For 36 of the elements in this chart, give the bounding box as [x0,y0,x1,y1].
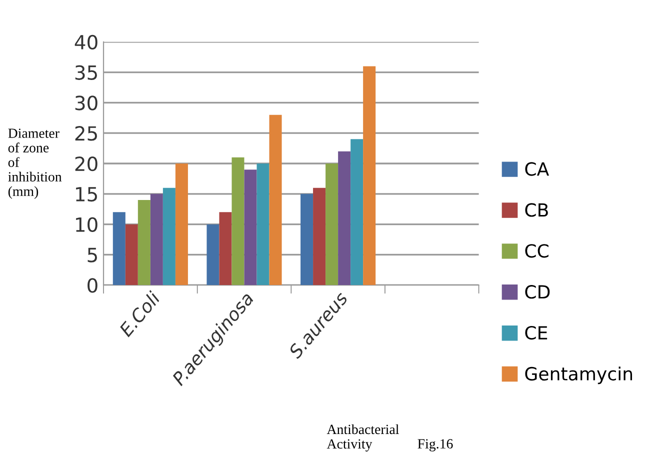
bar [206,224,220,286]
bar [338,151,351,286]
legend-label: Gentamycin [525,366,632,384]
bar [138,200,150,286]
bar [313,188,326,286]
x-axis-title: Antibacterial Activity [326,424,399,452]
bar [125,224,138,286]
bar [175,164,188,286]
y-tick-label: 5 [88,248,97,262]
y-tick-label: 40 [74,34,98,50]
y-tick-label: 0 [88,278,98,293]
bar [256,164,270,286]
bar [363,66,376,286]
bar [112,212,126,286]
legend-label: CA [525,162,550,176]
y-axis-title: Diameter of zone of inhibition (mm) [8,128,62,199]
bar [350,139,364,286]
bar [232,157,244,286]
y-tick-label: 35 [75,65,97,80]
bar [269,114,282,286]
y-tick-label: 20 [75,156,98,172]
legend-label: CD [525,285,550,299]
y-tick-label: 10 [76,217,98,232]
legend-label: CC [525,244,548,258]
y-tick-label: 25 [75,126,97,141]
legend-label: CB [525,203,548,217]
bar [219,212,232,286]
legend-label: CE [525,326,548,340]
bar [150,194,163,286]
caption: Fig.16 [418,439,453,452]
y-tick-label: 30 [75,96,98,110]
bar [244,170,257,286]
y-tick-label: 15 [76,187,97,202]
bar [326,164,338,286]
bar [300,194,314,286]
bar [162,188,176,286]
